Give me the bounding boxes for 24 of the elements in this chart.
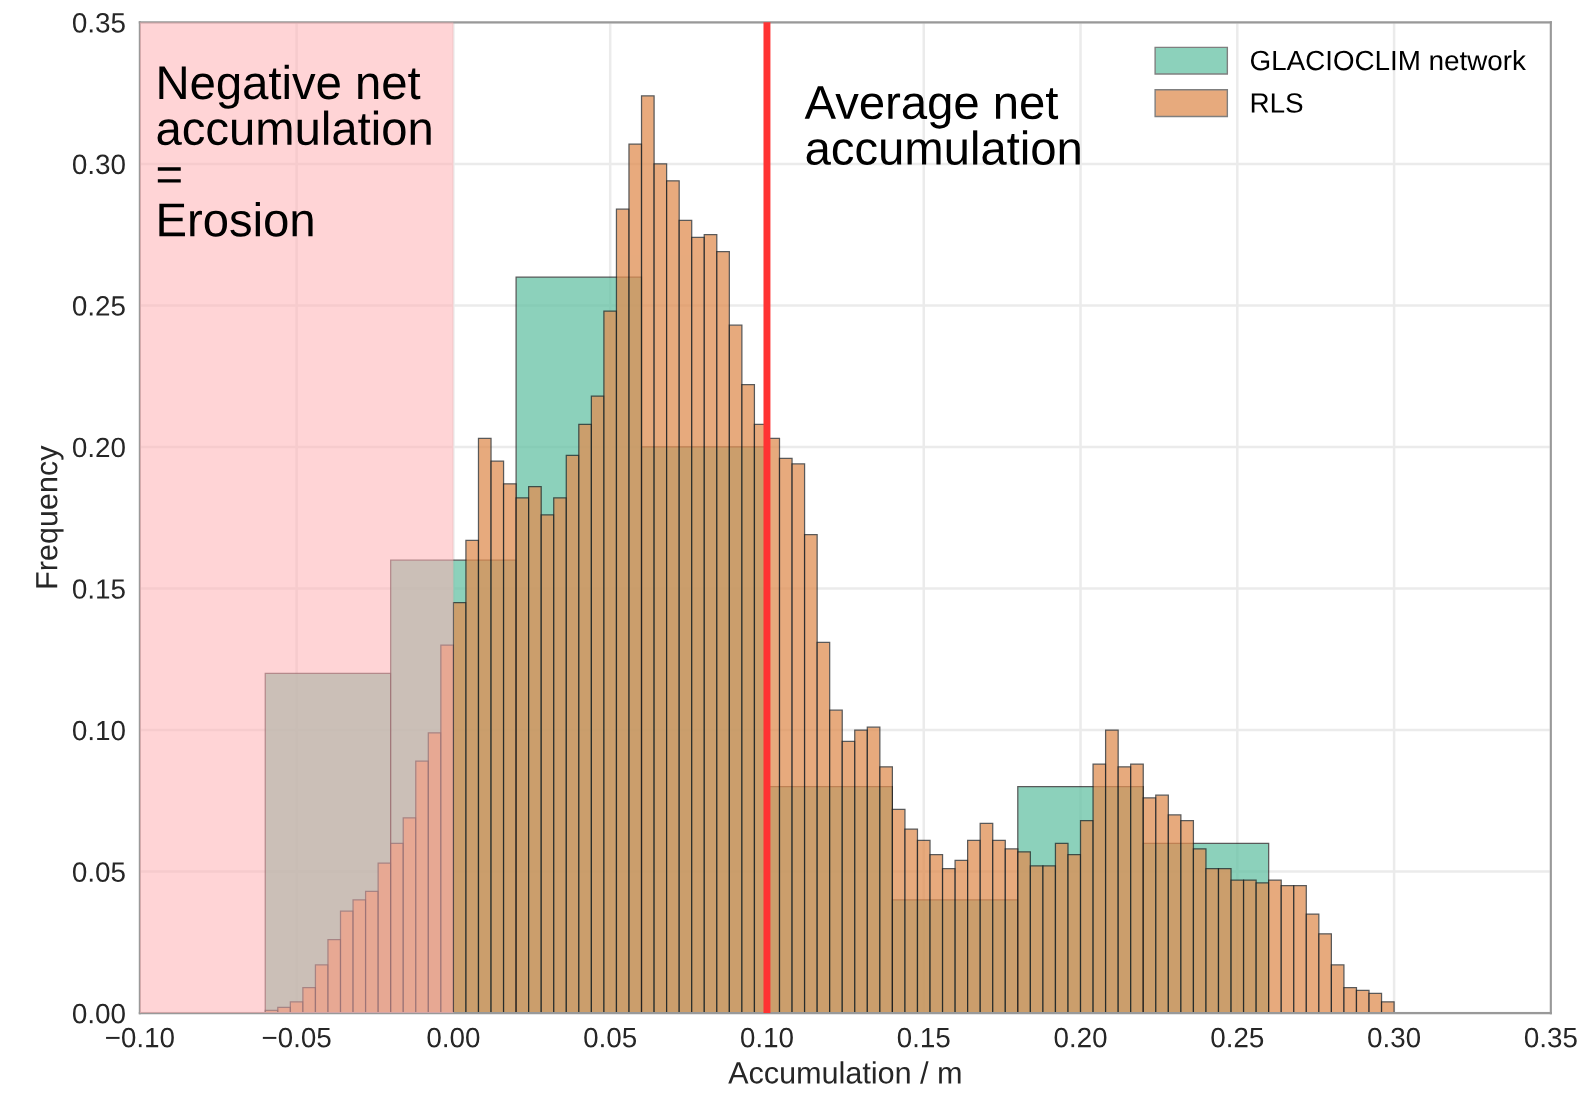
y-tick-label: 0.20 (72, 437, 125, 458)
y-tick-label: 0.00 (72, 1003, 125, 1024)
y-tick-label: 0.10 (72, 720, 125, 741)
x-tick-label: −0.10 (106, 1027, 174, 1048)
x-tick-label: 0.20 (1054, 1027, 1107, 1048)
legend-label: RLS (1251, 93, 1303, 113)
y-tick-label: 0.35 (72, 13, 125, 33)
x-tick-label: 0.25 (1211, 1027, 1264, 1048)
y-tick-label: 0.30 (72, 154, 125, 175)
x-tick-label: −0.05 (262, 1027, 331, 1048)
x-tick-label: 0.30 (1368, 1027, 1421, 1048)
x-tick-label: 0.10 (741, 1027, 793, 1048)
y-axis-title: Frequency (36, 445, 64, 588)
x-tick-label: 0.35 (1524, 1027, 1577, 1048)
x-tick-label: 0.00 (427, 1027, 480, 1048)
band-label: Negative net accumulation = Erosion (157, 64, 431, 237)
x-axis-title: Accumulation / m (728, 1061, 961, 1084)
y-tick-label: 0.15 (72, 579, 125, 599)
y-tick-label: 0.05 (72, 862, 125, 882)
x-tick-label: 0.15 (897, 1027, 950, 1048)
legend-label: GLACIOCLIM network (1250, 49, 1526, 71)
y-tick-label: 0.25 (72, 296, 125, 316)
ref-line-label: Average net accumulation (804, 86, 1080, 166)
x-tick-label: 0.05 (584, 1027, 637, 1048)
